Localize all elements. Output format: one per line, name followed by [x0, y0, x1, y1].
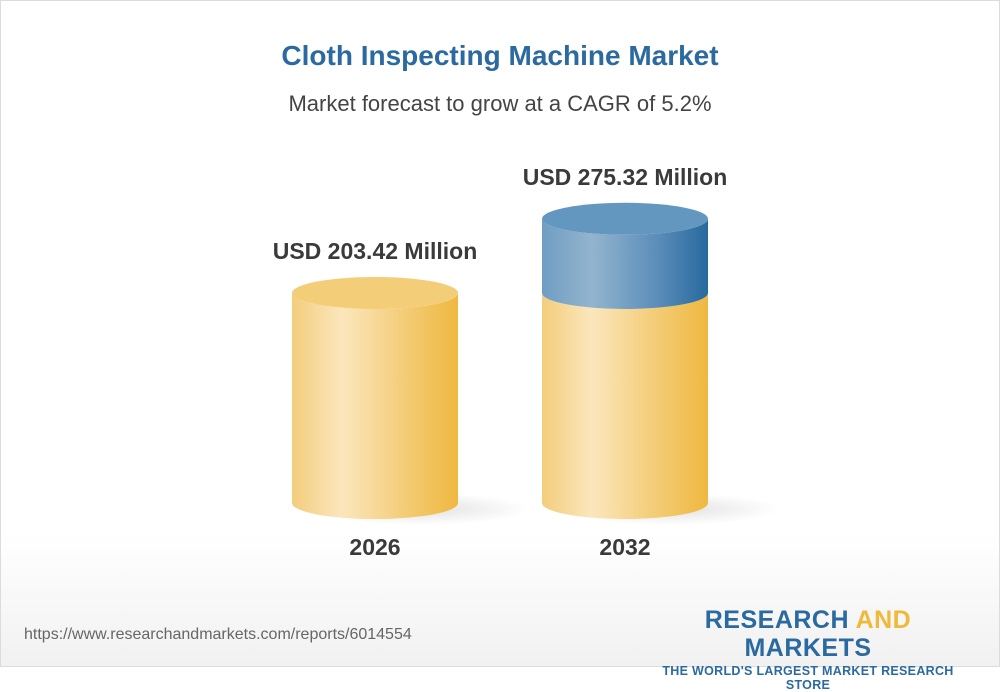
research-and-markets-logo: RESEARCH AND MARKETS THE WORLD'S LARGEST… — [640, 606, 976, 692]
bar-base-2026 — [292, 293, 458, 519]
bar-base-2032 — [542, 293, 708, 519]
logo-tagline: THE WORLD'S LARGEST MARKET RESEARCH STOR… — [662, 664, 954, 692]
source-url[interactable]: https://www.researchandmarkets.com/repor… — [24, 626, 412, 643]
data-label: USD 275.32 Million — [523, 164, 728, 190]
bar-growth-2032 — [542, 218, 708, 309]
cylinder-chart: USD 203.42 Million 2026 USD 275.32 Million… — [273, 164, 780, 560]
bar-top-2032 — [542, 202, 708, 235]
chart-title: Cloth Inspecting Machine Market — [281, 40, 719, 71]
category-label: 2026 — [349, 534, 400, 560]
bar-top-2026 — [292, 277, 458, 309]
chart-subtitle: Market forecast to grow at a CAGR of 5.2… — [288, 91, 712, 116]
category-label: 2032 — [599, 534, 650, 560]
data-label: USD 203.42 Million — [273, 238, 478, 264]
chart-frame — [0, 0, 1000, 667]
